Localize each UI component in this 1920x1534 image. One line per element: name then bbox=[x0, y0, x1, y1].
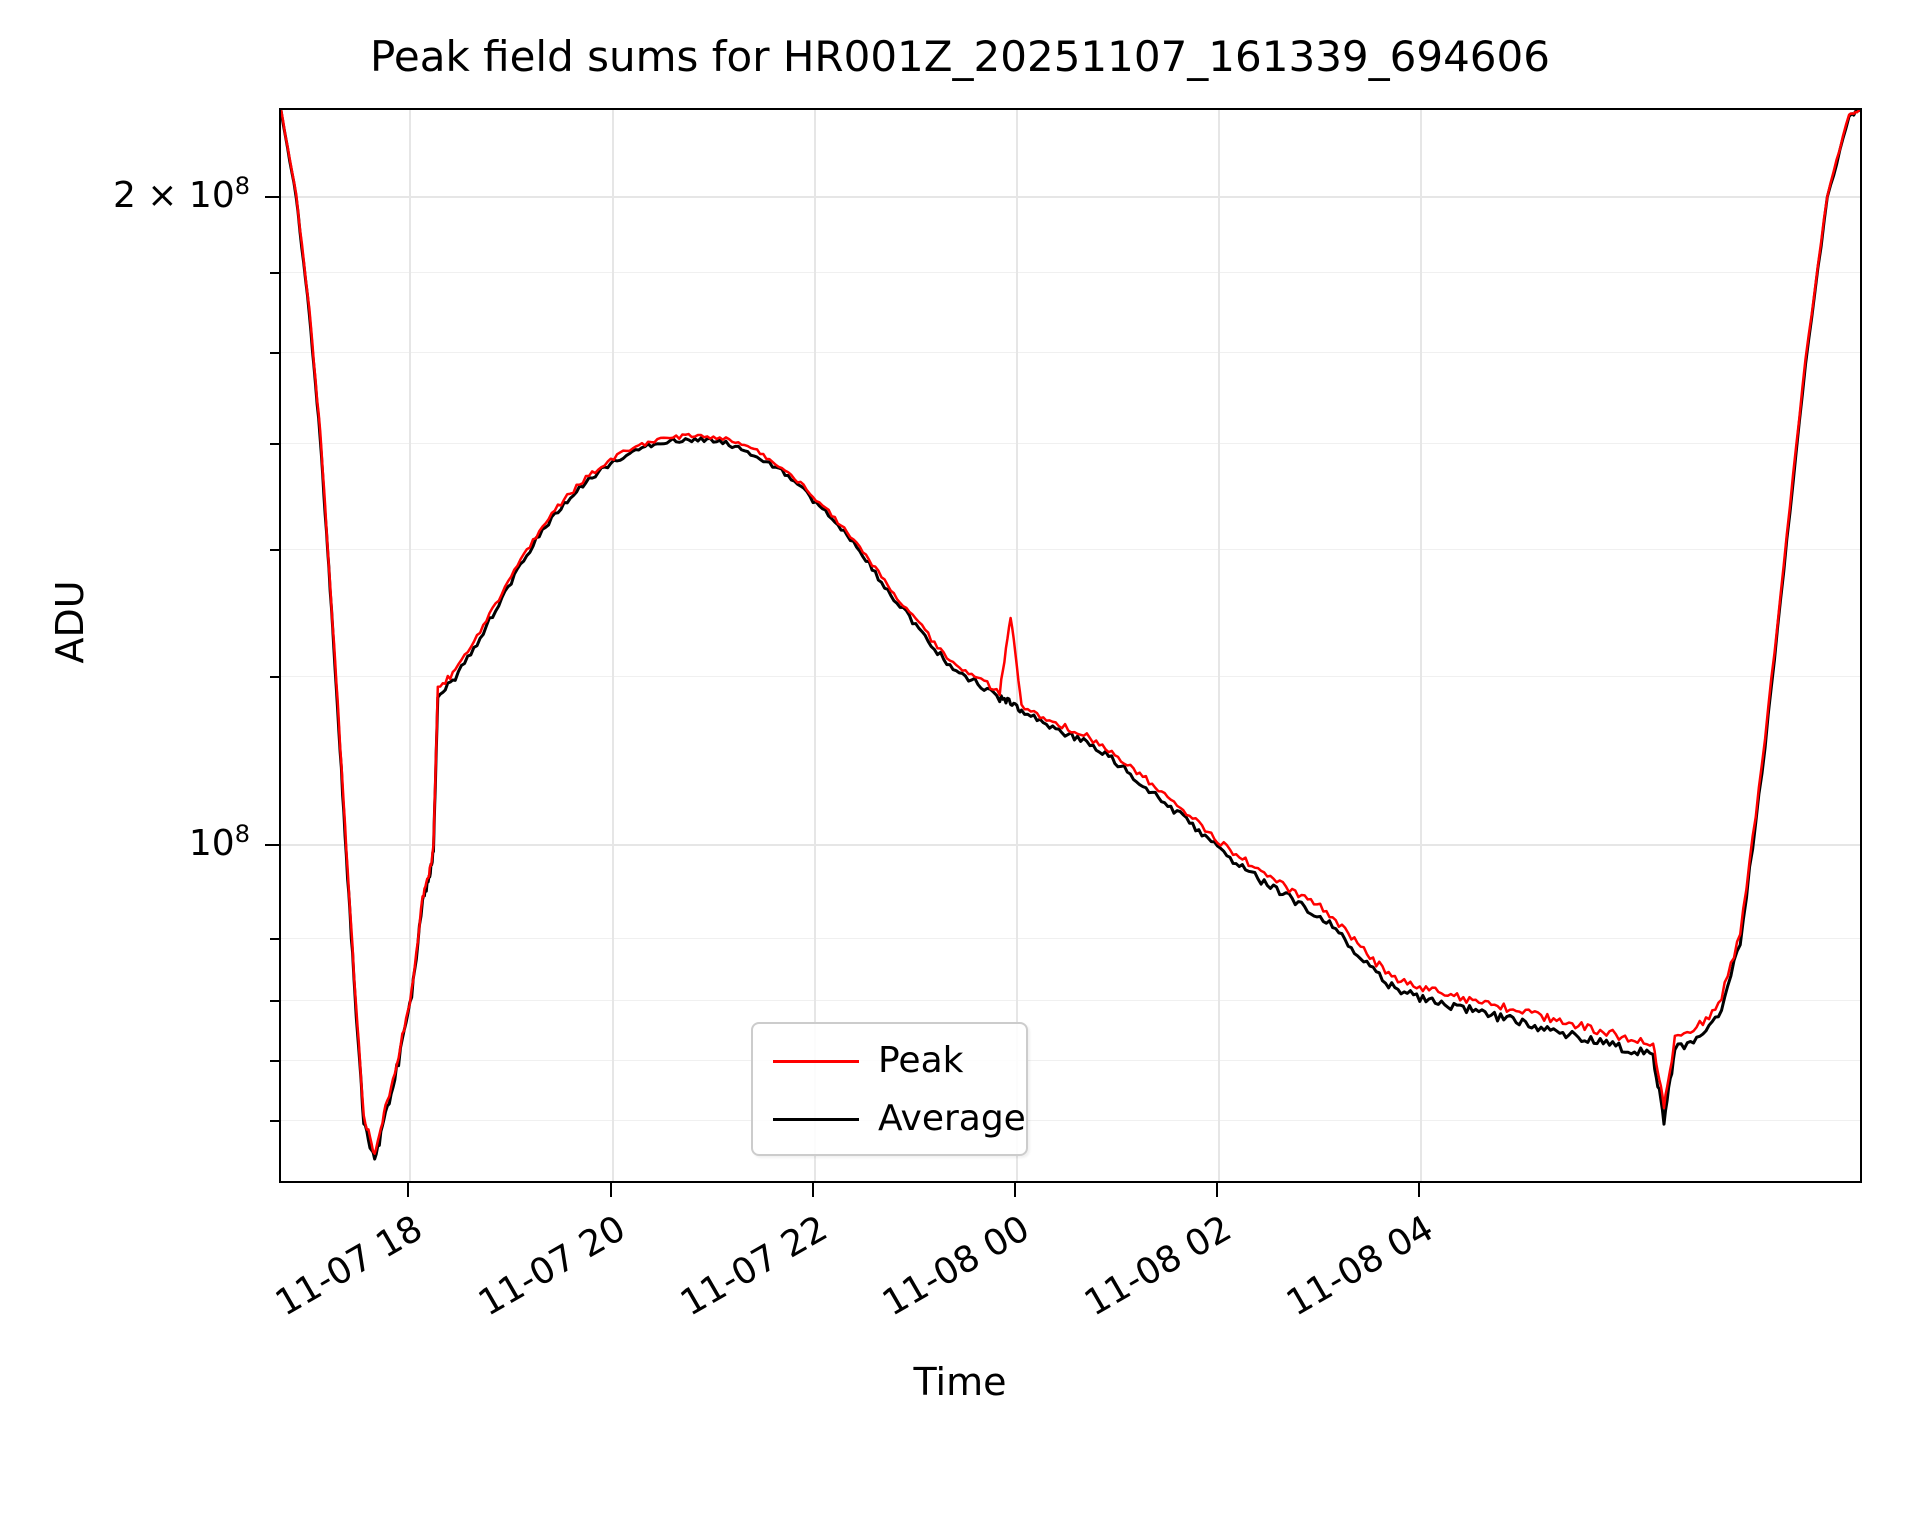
series-line-average bbox=[281, 110, 1860, 1161]
y-tick-mark-minor bbox=[270, 352, 279, 354]
legend-swatch-average bbox=[773, 1118, 859, 1121]
x-tick-mark bbox=[1418, 1183, 1420, 1197]
x-tick-mark bbox=[1014, 1183, 1016, 1197]
gridline-vertical bbox=[1420, 110, 1422, 1181]
legend-label-peak: Peak bbox=[878, 1040, 964, 1081]
gridline-horizontal-major bbox=[281, 196, 1860, 198]
gridline-horizontal-minor bbox=[281, 1120, 1860, 1121]
gridline-vertical bbox=[612, 110, 614, 1181]
x-tick-mark bbox=[610, 1183, 612, 1197]
plot-area bbox=[279, 108, 1862, 1183]
gridline-horizontal-minor bbox=[281, 938, 1860, 939]
y-tick-label-1e8: 108 bbox=[188, 820, 250, 864]
legend-swatch-peak bbox=[773, 1060, 859, 1063]
y-tick-mark-minor bbox=[270, 272, 279, 274]
y-tick-mark-minor bbox=[270, 676, 279, 678]
x-tick-mark bbox=[407, 1183, 409, 1197]
gridline-horizontal-minor bbox=[281, 443, 1860, 444]
gridline-horizontal-minor bbox=[281, 272, 1860, 273]
y-tick-mark-major bbox=[265, 844, 279, 846]
y-tick-mark-minor bbox=[270, 443, 279, 445]
legend-label-average: Average bbox=[878, 1098, 1026, 1139]
y-tick-exponent: 8 bbox=[234, 820, 250, 848]
legend[interactable]: Peak Average bbox=[751, 1022, 1028, 1156]
gridline-vertical bbox=[1218, 110, 1220, 1181]
gridline-vertical bbox=[409, 110, 411, 1181]
gridline-horizontal-minor bbox=[281, 676, 1860, 677]
gridline-horizontal-major bbox=[281, 844, 1860, 846]
gridline-horizontal-minor bbox=[281, 1000, 1860, 1001]
figure-canvas: Peak field sums for HR001Z_20251107_1613… bbox=[48, 32, 1862, 1404]
y-tick-mark-minor bbox=[270, 1120, 279, 1122]
series-curves bbox=[281, 110, 1860, 1161]
y-tick-label-2e8: 2 × 108 bbox=[112, 172, 250, 216]
legend-item-average[interactable]: Average bbox=[753, 1096, 1026, 1144]
x-tick-mark bbox=[812, 1183, 814, 1197]
series-line-peak bbox=[281, 110, 1860, 1155]
gridline-vertical bbox=[814, 110, 816, 1181]
legend-item-peak[interactable]: Peak bbox=[753, 1038, 1026, 1086]
gridline-horizontal-minor bbox=[281, 352, 1860, 353]
y-tick-exponent: 8 bbox=[234, 172, 250, 200]
x-axis-label: Time bbox=[913, 1360, 1007, 1404]
gridline-horizontal-minor bbox=[281, 1060, 1860, 1061]
x-tick-mark bbox=[1216, 1183, 1218, 1197]
y-tick-mark-minor bbox=[270, 1060, 279, 1062]
y-tick-mark-major bbox=[265, 196, 279, 198]
gridline-vertical bbox=[1016, 110, 1018, 1181]
gridline-horizontal-minor bbox=[281, 549, 1860, 550]
y-axis-label: ADU bbox=[48, 580, 92, 664]
y-tick-mark-minor bbox=[270, 938, 279, 940]
y-tick-mark-minor bbox=[270, 549, 279, 551]
y-tick-mark-minor bbox=[270, 1000, 279, 1002]
chart-title: Peak field sums for HR001Z_20251107_1613… bbox=[370, 32, 1550, 81]
